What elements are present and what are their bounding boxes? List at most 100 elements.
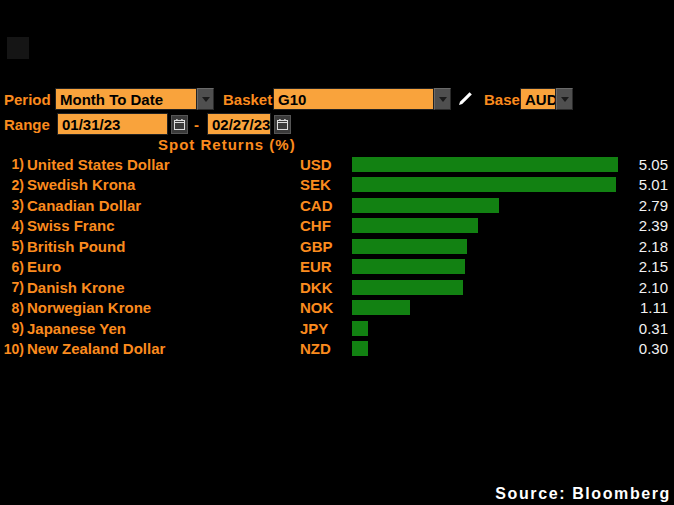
row-rank: 6) [0, 259, 24, 275]
base-dropdown-arrow-button[interactable] [556, 88, 573, 110]
row-name: New Zealand Dollar [24, 340, 300, 357]
basket-dropdown-arrow-button[interactable] [434, 88, 451, 110]
range-separator: - [194, 116, 199, 133]
chevron-down-icon [202, 97, 210, 102]
range-start-input[interactable]: 01/31/23 [57, 113, 168, 135]
table-row: 4) Swiss Franc CHF 2.39 [0, 216, 674, 237]
row-rank: 5) [0, 238, 24, 254]
top-left-dark-square [7, 37, 29, 59]
calendar-icon [277, 119, 288, 130]
row-rank: 8) [0, 300, 24, 316]
row-code: DKK [300, 279, 350, 296]
range-end-value: 02/27/23 [212, 116, 270, 133]
basket-value: G10 [278, 91, 306, 108]
row-value: 2.39 [622, 217, 674, 234]
range-end-input[interactable]: 02/27/23 [207, 113, 271, 135]
period-dropdown[interactable]: Month To Date [55, 88, 197, 110]
row-name: Japanese Yen [24, 320, 300, 337]
source-attribution: Source: Bloomberg [495, 485, 671, 503]
row-bar-track [350, 157, 622, 172]
row-bar-track [350, 239, 622, 254]
row-rank: 10) [0, 341, 24, 357]
range-label: Range [4, 116, 57, 133]
calendar-icon [174, 119, 185, 130]
period-label: Period [4, 91, 55, 108]
row-bar-track [350, 280, 622, 295]
row-name: Danish Krone [24, 279, 300, 296]
row-name: United States Dollar [24, 156, 300, 173]
table-row: 8) Norwegian Krone NOK 1.11 [0, 298, 674, 319]
row-code: EUR [300, 258, 350, 275]
row-value: 0.30 [622, 340, 674, 357]
row-bar [352, 218, 478, 233]
row-bar [352, 341, 368, 356]
row-code: USD [300, 156, 350, 173]
row-bar [352, 198, 499, 213]
row-value: 5.05 [622, 156, 674, 173]
row-bar [352, 157, 618, 172]
row-rank: 4) [0, 218, 24, 234]
row-value: 2.18 [622, 238, 674, 255]
table-row: 5) British Pound GBP 2.18 [0, 236, 674, 257]
table-row: 3) Canadian Dollar CAD 2.79 [0, 195, 674, 216]
row-bar-track [350, 177, 622, 192]
row-bar [352, 300, 410, 315]
row-name: Norwegian Krone [24, 299, 300, 316]
row-rank: 3) [0, 197, 24, 213]
row-code: NZD [300, 340, 350, 357]
row-code: SEK [300, 176, 350, 193]
range-end-calendar-button[interactable] [274, 115, 291, 134]
row-value: 2.15 [622, 258, 674, 275]
chevron-down-icon [561, 97, 569, 102]
row-value: 2.79 [622, 197, 674, 214]
row-rank: 2) [0, 177, 24, 193]
table-row: 1) United States Dollar USD 5.05 [0, 154, 674, 175]
row-bar-track [350, 341, 622, 356]
row-bar [352, 259, 465, 274]
row-bar [352, 239, 467, 254]
period-value: Month To Date [60, 91, 163, 108]
controls-row-1: Period Month To Date Basket G10 Base AUD [0, 88, 674, 110]
row-bar-track [350, 218, 622, 233]
table-row: 9) Japanese Yen JPY 0.31 [0, 318, 674, 339]
table-row: 2) Swedish Krona SEK 5.01 [0, 175, 674, 196]
row-rank: 7) [0, 279, 24, 295]
row-bar [352, 321, 368, 336]
range-start-value: 01/31/23 [62, 116, 120, 133]
range-start-calendar-button[interactable] [171, 115, 188, 134]
row-name: Swedish Krona [24, 176, 300, 193]
row-code: GBP [300, 238, 350, 255]
base-dropdown[interactable]: AUD [520, 88, 556, 110]
row-name: Swiss Franc [24, 217, 300, 234]
row-bar-track [350, 321, 622, 336]
row-name: Canadian Dollar [24, 197, 300, 214]
row-bar-track [350, 300, 622, 315]
pencil-icon [457, 91, 473, 107]
row-bar [352, 177, 616, 192]
basket-dropdown[interactable]: G10 [273, 88, 434, 110]
row-bar-track [350, 259, 622, 274]
row-bar-track [350, 198, 622, 213]
spot-returns-rows: 1) United States Dollar USD 5.05 2) Swed… [0, 154, 674, 359]
row-value: 1.11 [622, 299, 674, 316]
table-row: 6) Euro EUR 2.15 [0, 257, 674, 278]
table-row: 7) Danish Krone DKK 2.10 [0, 277, 674, 298]
row-bar [352, 280, 463, 295]
chart-title: Spot Returns (%) [158, 136, 296, 153]
row-rank: 9) [0, 320, 24, 336]
row-name: Euro [24, 258, 300, 275]
base-label: Base [484, 91, 520, 108]
bloomberg-spot-returns-screen: Period Month To Date Basket G10 Base AUD… [0, 0, 674, 505]
row-name: British Pound [24, 238, 300, 255]
row-rank: 1) [0, 156, 24, 172]
row-value: 0.31 [622, 320, 674, 337]
row-code: JPY [300, 320, 350, 337]
row-code: NOK [300, 299, 350, 316]
row-code: CAD [300, 197, 350, 214]
row-value: 2.10 [622, 279, 674, 296]
row-code: CHF [300, 217, 350, 234]
period-dropdown-arrow-button[interactable] [197, 88, 214, 110]
controls-row-2: Range 01/31/23 - 02/27/23 [0, 113, 674, 135]
basket-label: Basket [223, 91, 273, 108]
edit-basket-button[interactable] [456, 89, 474, 109]
